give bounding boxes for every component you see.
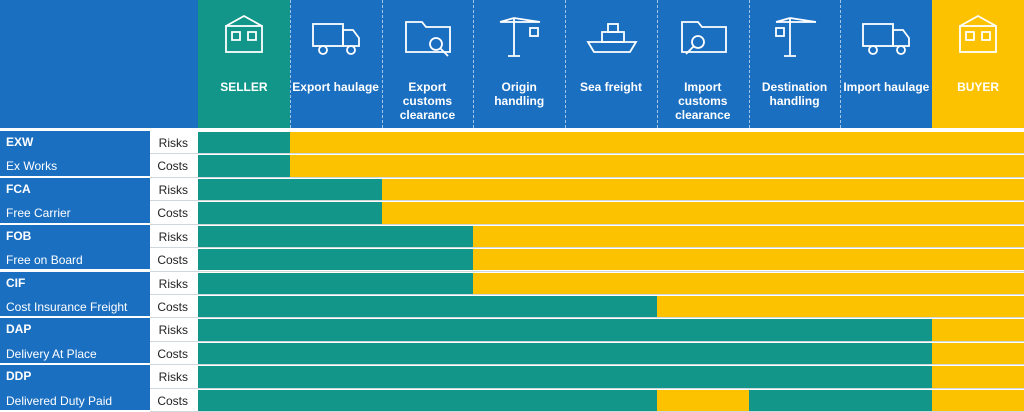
- column-header: [565, 0, 657, 128]
- column-label: BUYER: [957, 80, 1000, 94]
- row-kind: Risks: [158, 276, 188, 291]
- buyer-bar: [198, 178, 1024, 201]
- row-divider: [150, 387, 1024, 389]
- row-divider: [150, 364, 1024, 366]
- seller-bar: [198, 295, 657, 318]
- row-kind: Risks: [158, 229, 188, 244]
- row-label-box: [0, 318, 150, 364]
- incoterm-name: Cost Insurance Freight: [6, 299, 128, 314]
- row-kind: Risks: [158, 370, 188, 385]
- row-label-box: [0, 131, 150, 176]
- column-label: Export haulage: [292, 80, 379, 94]
- seller-bar: [198, 202, 382, 224]
- seller-bar: [198, 132, 290, 154]
- column-label: Destination handling: [761, 80, 828, 108]
- seller-bar: [198, 178, 382, 201]
- seller-bar: [198, 225, 474, 248]
- column-header: [656, 0, 749, 128]
- column-label: Origin handling: [494, 80, 545, 108]
- row-kind: Costs: [157, 206, 188, 221]
- incoterm-name: Ex Works: [6, 159, 58, 174]
- column-label: Export customs clearance: [399, 80, 456, 122]
- row-kind: Costs: [157, 159, 188, 174]
- row-divider: [150, 200, 1024, 202]
- row-kind: Risks: [158, 182, 188, 197]
- row-kind: Costs: [157, 253, 188, 268]
- column-header: [932, 0, 1024, 128]
- seller-bar: [198, 342, 933, 365]
- row-kind: Costs: [157, 393, 188, 408]
- row-divider: [150, 317, 1024, 319]
- column-header: [473, 0, 566, 128]
- column-header: [289, 0, 382, 128]
- row-divider: [150, 340, 1024, 342]
- row-kind: Risks: [158, 323, 188, 338]
- seller-bar: [748, 389, 933, 411]
- column-header: [748, 0, 841, 128]
- buyer-bar: [198, 202, 1024, 224]
- column-label: Import haulage: [843, 80, 930, 94]
- row-label-box: [0, 177, 150, 223]
- incoterm-code: FOB: [6, 228, 32, 243]
- row-divider: [150, 247, 1024, 249]
- seller-bar: [198, 249, 474, 271]
- buyer-bar: [198, 132, 1024, 154]
- column-header: [840, 0, 933, 128]
- row-kind: Costs: [157, 346, 188, 361]
- row-kind: Risks: [158, 136, 188, 150]
- column-label: SELLER: [220, 80, 268, 94]
- row-label-box: [0, 224, 150, 270]
- row-divider: [150, 270, 1024, 272]
- row-divider: [150, 223, 1024, 225]
- column-label: Import customs clearance: [675, 80, 731, 122]
- row-divider: [150, 153, 1024, 155]
- incoterm-name: Free on Board: [6, 253, 83, 268]
- column-label: Sea freight: [579, 80, 642, 94]
- seller-bar: [198, 319, 933, 341]
- column-header: [381, 0, 474, 128]
- incoterm-name: Delivery At Place: [6, 346, 97, 361]
- row-divider: [150, 293, 1024, 295]
- incoterm-code: DAP: [6, 322, 32, 337]
- incoterm-name: Free Carrier: [6, 206, 71, 221]
- incoterm-name: Delivered Duty Paid: [6, 393, 113, 408]
- row-kind: Costs: [157, 299, 188, 314]
- row-divider: [150, 176, 1024, 178]
- seller-bar: [198, 155, 290, 177]
- incoterm-code: FCA: [6, 181, 31, 196]
- incoterm-code: DDP: [6, 369, 32, 384]
- seller-bar: [198, 366, 933, 388]
- column-header: [198, 0, 290, 128]
- row-label-box: [0, 271, 150, 317]
- incoterm-code: CIF: [6, 275, 26, 290]
- seller-bar: [198, 389, 657, 411]
- seller-bar: [198, 272, 474, 294]
- row-label-box: [0, 365, 150, 410]
- buyer-bar: [198, 155, 1024, 177]
- incoterm-code: EXW: [6, 135, 34, 149]
